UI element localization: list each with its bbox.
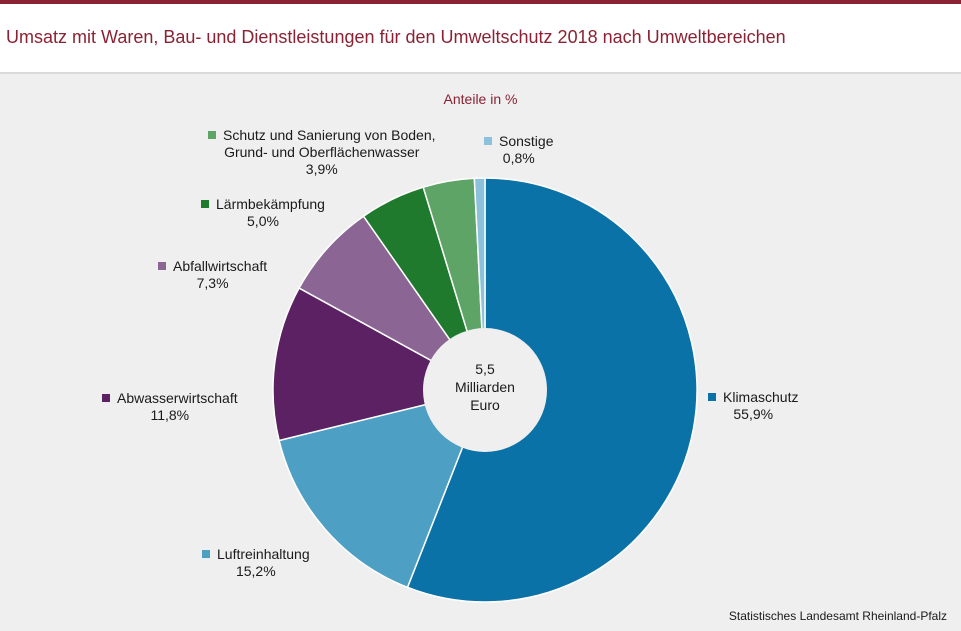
pie-slice-luftreinhaltung xyxy=(278,388,487,589)
source-note: Statistisches Landesamt Rheinland-Pfalz xyxy=(728,609,947,623)
slice-name: Sonstige xyxy=(499,133,554,149)
slice-label-luftreinhaltung: Luftreinhaltung 15,2% xyxy=(202,546,310,580)
slice-percent: 55,9% xyxy=(733,406,774,422)
legend-swatch xyxy=(202,550,210,558)
center-unit: Milliarden xyxy=(455,379,515,395)
pie-slice-klimaschutz xyxy=(406,177,698,603)
slice-percent: 3,9% xyxy=(305,161,338,177)
slice-label-bodenschutz: Schutz und Sanierung von Boden, Grund- u… xyxy=(208,127,436,178)
center-label: 5,5 Milliarden Euro xyxy=(440,360,530,414)
slice-name-line-1: Schutz und Sanierung von Boden, xyxy=(223,127,436,143)
slice-label-klimaschutz: Klimaschutz 55,9% xyxy=(708,389,798,423)
slice-percent: 15,2% xyxy=(235,563,276,579)
slice-name: Luftreinhaltung xyxy=(217,546,310,562)
slice-percent: 0,8% xyxy=(502,150,535,166)
chart-title: Umsatz mit Waren, Bau- und Dienstleistun… xyxy=(6,27,786,47)
slice-percent: 5,0% xyxy=(247,213,279,229)
slice-name: Abwasserwirtschaft xyxy=(117,390,238,406)
slice-label-abwasserwirtschaft: Abwasserwirtschaft 11,8% xyxy=(102,390,238,424)
legend-swatch xyxy=(102,394,110,402)
slice-label-laermbekaempfung: Lärmbekämpfung 5,0% xyxy=(201,196,325,230)
title-divider xyxy=(0,72,961,74)
center-value: 5,5 xyxy=(475,361,495,377)
slice-label-sonstige: Sonstige 0,8% xyxy=(484,133,553,167)
chart-subtitle: Anteile in % xyxy=(443,91,518,107)
legend-swatch xyxy=(484,137,492,145)
legend-swatch xyxy=(708,393,716,401)
slice-name: Klimaschutz xyxy=(723,389,799,405)
slice-name: Abfallwirtschaft xyxy=(173,258,268,274)
slice-percent: 7,3% xyxy=(196,275,229,291)
legend-swatch xyxy=(158,262,166,270)
legend-swatch xyxy=(208,131,216,139)
donut-hole xyxy=(423,328,547,452)
slice-name-line-2: Grund- und Oberflächenwasser xyxy=(224,144,420,160)
pie-slice-abfallwirtschaft xyxy=(298,215,486,391)
slice-label-abfallwirtschaft: Abfallwirtschaft 7,3% xyxy=(158,258,267,292)
slice-name: Lärmbekämpfung xyxy=(216,196,325,212)
top-accent-bar xyxy=(0,0,961,4)
center-currency: Euro xyxy=(470,397,500,413)
slice-percent: 11,8% xyxy=(150,407,190,423)
legend-swatch xyxy=(201,200,209,208)
